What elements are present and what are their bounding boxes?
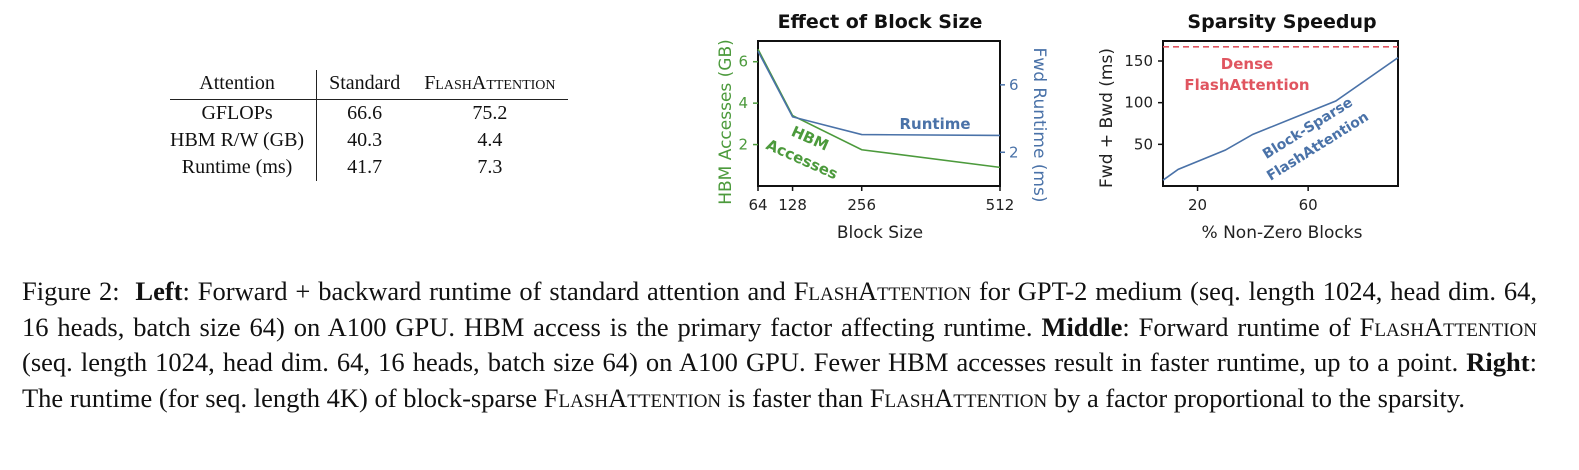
y-tick-label-right: 6 [1009,76,1019,94]
cell-flashattention: 4.4 [477,129,503,151]
table-header-standard: Standard [316,70,413,100]
x-tick-label: 60 [1299,196,1318,214]
y-tick-label: 50 [1134,135,1153,153]
series-label-dense: Dense [1221,55,1273,73]
caption-flash: FlashAttention [543,382,722,413]
row-label: Runtime (ms) [170,154,318,181]
chart-title: Sparsity Speedup [1187,11,1376,33]
table-header-row: Attention Standard FlashAttention [170,70,568,100]
series-label-runtime: Runtime [899,115,970,133]
caption-left-text2: for GPT-2 medium (seq. length 1024, head… [22,276,1537,342]
cell-flashattention: 7.3 [477,156,503,178]
caption-left-head: Left [135,276,183,306]
caption-middle-text2: (seq. length 1024, head dim. 64, 16 head… [22,347,1467,377]
caption-flash: FlashAttention [869,382,1048,413]
y-tick-label-left: 4 [738,94,748,112]
chart-title: Effect of Block Size [778,11,983,33]
figure-label: Figure 2: [22,276,120,306]
cell-standard: 41.7 [347,156,383,178]
caption-middle-head: Middle [1041,311,1123,342]
y-tick-label: 150 [1124,52,1153,70]
caption-flash: FlashAttention [793,276,972,306]
cell-standard: 40.3 [347,129,383,151]
sparsity-chart: Sparsity Speedup 20 60 50 100 150 Dense Flash… [1097,11,1399,243]
x-tick-label: 256 [847,196,876,214]
x-tick-label: 20 [1188,196,1207,214]
y-tick-label-left: 6 [738,53,748,71]
series-label-dense-flash: FlashAttention [1184,76,1309,94]
table-row: Runtime (ms) 41.7 7.3 [170,154,568,181]
block-size-chart: Effect of Block Size 64 128 256 512 2 4 6 2 6 Ru… [716,11,1049,243]
y-axis-label-right: Fwd Runtime (ms) [1029,48,1049,203]
x-axis-label: Block Size [837,223,923,243]
x-tick-label: 512 [986,196,1015,214]
y-tick-label-right: 2 [1009,143,1019,161]
plot-frame [757,40,1001,187]
x-tick-label: 64 [748,196,767,214]
cell-flashattention: 75.2 [472,102,508,124]
y-tick-label: 100 [1124,94,1153,112]
table-row: HBM R/W (GB) 40.3 4.4 [170,127,568,154]
caption-right-head: Right [1466,347,1530,377]
table-header-attention: Attention [170,70,318,100]
caption-flash: FlashAttention [1359,311,1537,342]
figure-caption: Figure 2: Left: Forward + backward runti… [22,276,1537,413]
caption-left-text: Forward + backward runtime of standard a… [197,276,794,306]
caption-right-text3: by a factor proportional to the sparsity… [1047,382,1465,413]
x-tick-label: 128 [778,196,807,214]
series-line-block-sparse-flashattention [1162,57,1399,181]
x-axis-label: % Non-Zero Blocks [1202,223,1363,243]
y-axis-label-left: HBM Accesses (GB) [716,39,736,205]
comparison-table: Attention Standard FlashAttention GFLOPs… [170,70,568,181]
row-label: GFLOPs [170,99,318,127]
plot-frame [1162,40,1399,187]
table-row: GFLOPs 66.6 75.2 [170,99,568,127]
caption-right-text: The runtime (for seq. length 4K) of bloc… [22,382,544,413]
y-tick-label-left: 2 [738,136,748,154]
table-header-flashattention: FlashAttention [412,70,568,100]
cell-standard: 66.6 [347,102,383,124]
caption-middle-text: Forward runtime of [1138,311,1360,342]
row-label: HBM R/W (GB) [170,127,318,154]
y-axis-label: Fwd + Bwd (ms) [1097,48,1117,188]
series-line-runtime [757,50,1001,137]
caption-right-text2: is faster than [721,382,870,413]
